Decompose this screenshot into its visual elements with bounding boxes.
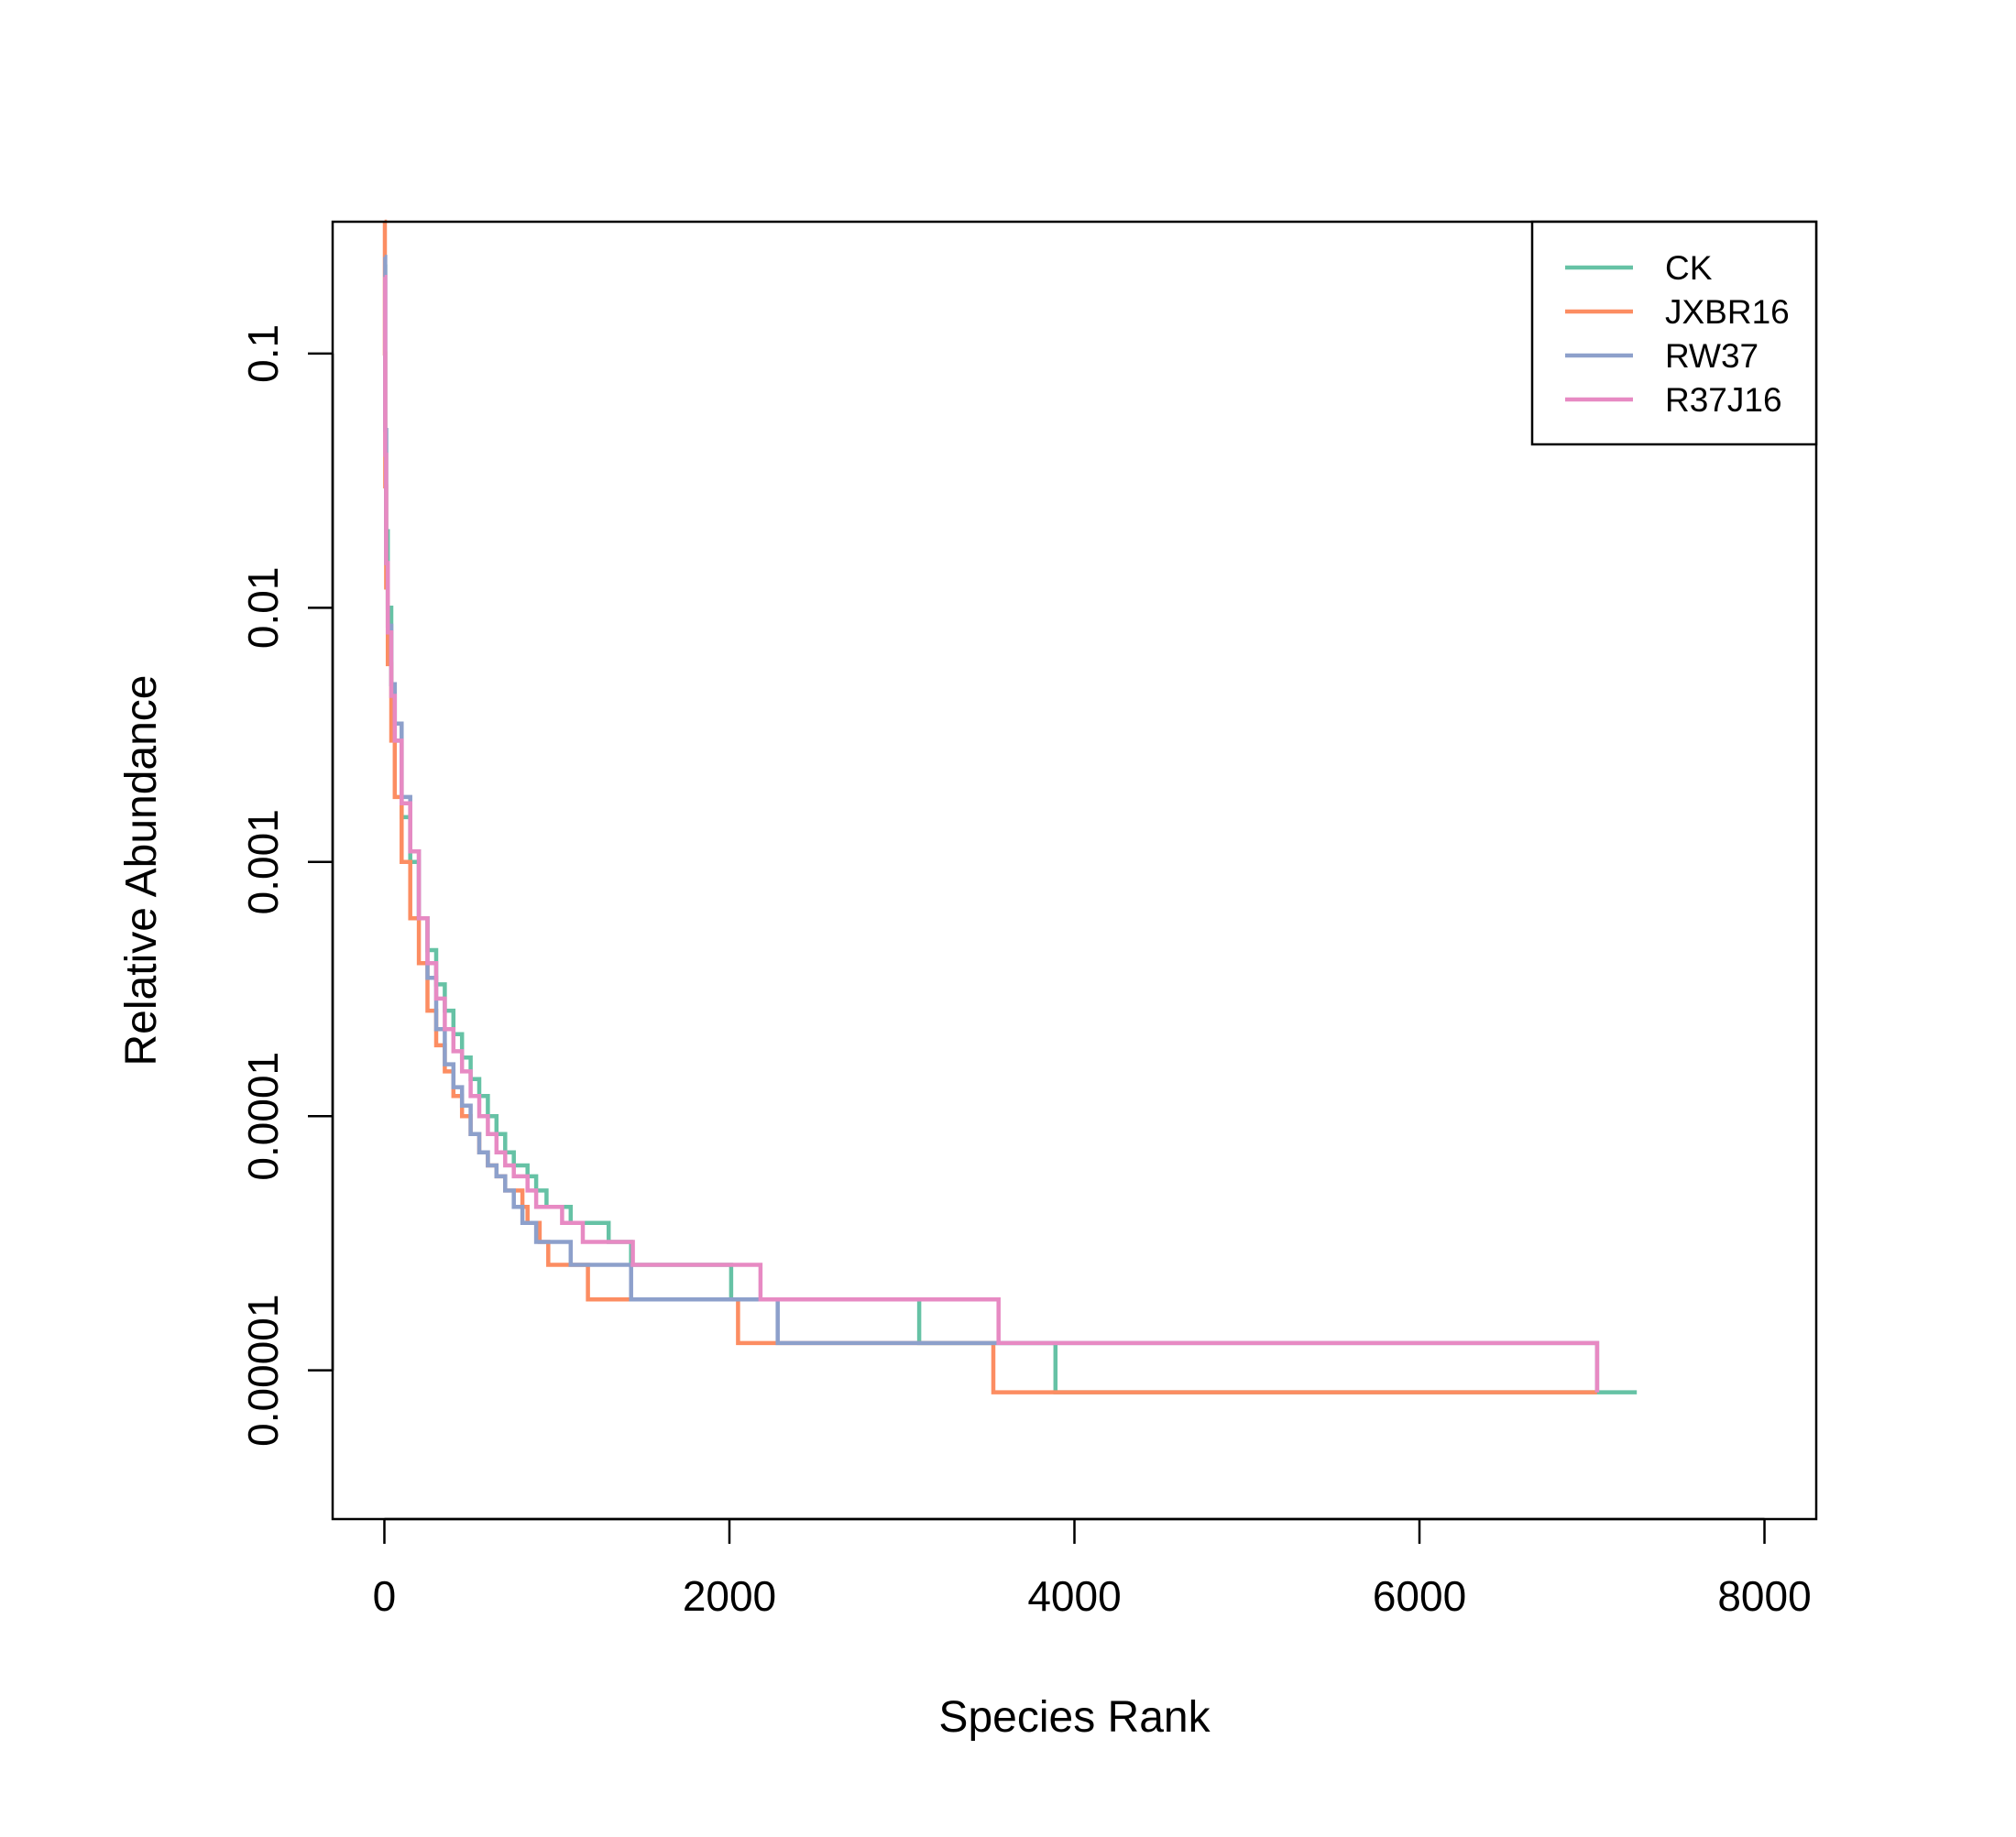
legend-box	[1530, 220, 1818, 446]
series-layer	[382, 219, 1638, 1394]
y-tick-label: 0.00001	[239, 1295, 287, 1447]
series-line-r37j16	[383, 275, 1600, 1393]
y-axis: 0.1 0.01 0.001 0.0001 0.00001	[239, 324, 334, 1447]
x-tick-label: 2000	[683, 1572, 776, 1620]
legend-label-jxbr16: JXBR16	[1665, 293, 1790, 331]
x-tick-label: 8000	[1717, 1572, 1811, 1620]
legend-label-ck: CK	[1665, 249, 1713, 287]
x-tick-label: 6000	[1373, 1572, 1466, 1620]
x-axis: 0 2000 4000 6000 8000	[373, 1517, 1812, 1620]
x-axis-title: Species Rank	[938, 1693, 1211, 1742]
x-tick-label: 0	[373, 1572, 397, 1620]
y-tick-label: 0.0001	[239, 1052, 287, 1181]
y-axis-title: Relative Abundance	[117, 675, 166, 1066]
legend: CK JXBR16 RW37 R37J16	[1530, 220, 1818, 446]
y-tick-label: 0.001	[239, 809, 287, 914]
x-tick-label: 4000	[1027, 1572, 1121, 1620]
y-tick-label: 0.01	[239, 567, 287, 650]
legend-label-rw37: RW37	[1665, 337, 1759, 375]
y-tick-label: 0.1	[239, 324, 287, 383]
legend-label-r37j16: R37J16	[1665, 381, 1782, 419]
